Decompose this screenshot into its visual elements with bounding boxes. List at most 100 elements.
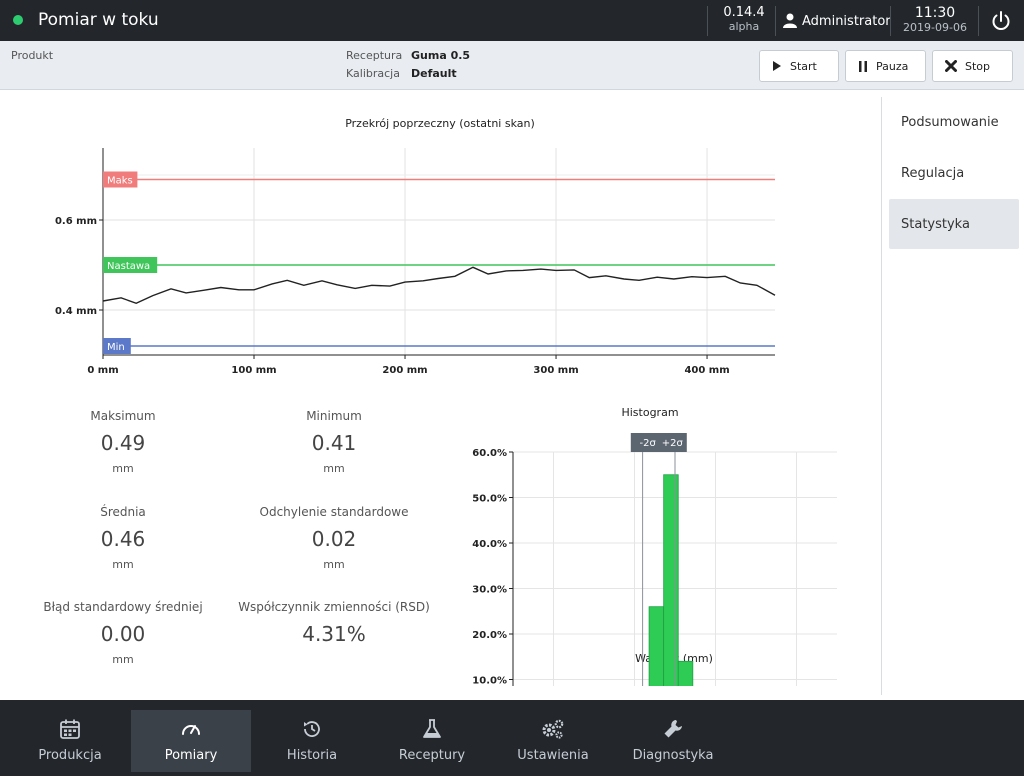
nav-diagnostics-label: Diagnostyka [632,748,714,763]
recipe-label: Receptura [346,49,403,62]
x-tick-label: 100 mm [231,365,276,376]
std-value: 0.02 [311,527,357,551]
divider [707,6,708,36]
recipe-value: Guma 0.5 [411,49,471,62]
divider [775,6,776,36]
top-bar: Pomiar w toku 0.14.4 alpha Administrator… [0,0,1024,41]
nav-diagnostics[interactable]: Diagnostyka [613,710,733,772]
power-icon[interactable] [990,10,1012,32]
history-icon [304,721,320,737]
max-label: Maksimum [90,409,156,423]
nav-history-label: Historia [286,748,338,763]
user-name: Administrator [802,14,891,29]
start-label: Start [790,59,817,73]
mean-label: Średnia [100,505,146,519]
x-tick-label: 0 mm [87,365,118,376]
y-tick-label: 50.0% [472,494,507,505]
x-tick-label: 400 mm [684,365,729,376]
histogram-title: Histogram [621,406,678,419]
nav-recipes-label: Receptury [398,748,466,763]
chart-title: Przekrój poprzeczny (ostatni skan) [345,117,535,130]
reference-line-label: Min [107,342,125,353]
stop-label: Stop [965,59,991,73]
y-tick-label: 40.0% [472,539,507,550]
reference-line-tag [103,171,138,188]
version-channel: alpha [728,20,760,33]
x-tick-label: 200 mm [382,365,427,376]
bottom-nav: Produkcja Pomiary Historia Receptury Ust… [0,700,1024,776]
profile-series-line [102,266,776,305]
reference-line-tag [103,338,131,354]
rsd-value: 4.31% [302,622,366,646]
sidebar-item-regulation[interactable]: Regulacja [901,165,965,181]
play-icon [773,61,781,71]
calendar-icon [60,719,80,739]
rsd-label: Współczynnik zmienności (RSD) [238,600,430,614]
histogram-bar [648,606,665,686]
nav-settings-label: Ustawienia [517,748,589,763]
sigma-label: -2σ [639,438,656,449]
clock: 11:30 2019-09-06 [900,5,970,34]
clock-time: 11:30 [914,5,956,21]
status-indicator [13,15,23,25]
nav-production-label: Produkcja [38,748,102,763]
histogram-chart: Histogram Wartość (mm) -2σ+2σ0.20.40.60.… [472,406,837,687]
nav-history[interactable]: Historia [252,710,372,772]
max-value: 0.49 [100,431,146,455]
sem-label: Błąd standardowy średniej [43,600,203,614]
y-tick-label: 30.0% [472,585,507,596]
std-label: Odchylenie standardowe [259,505,409,519]
info-bar: Produkt Receptura Guma 0.5 Kalibracja De… [0,41,1024,90]
main-content: Przekrój poprzeczny (ostatni skan) 0 mm 1… [0,90,882,700]
user-menu[interactable]: Administrator [782,12,891,29]
product-label: Produkt [11,49,54,62]
sem-value: 0.00 [100,622,146,646]
calibration-value: Default [411,67,457,80]
page-title: Pomiar w toku [38,10,159,30]
y-tick-label: 10.0% [472,676,507,687]
y-tick-label: 60.0% [472,448,507,459]
sigma-label: +2σ [662,438,684,449]
pause-button[interactable]: Pauza [845,50,926,82]
mean-value: 0.46 [100,527,146,551]
stop-icon [945,60,957,72]
nav-measurements[interactable]: Pomiary [131,710,251,772]
x-tick-label: 300 mm [533,365,578,376]
flask-icon [423,719,441,738]
std-unit: mm [323,558,345,571]
profile-chart: Przekrój poprzeczny (ostatni skan) 0 mm 1… [55,117,776,376]
y-tick-label: 0.6 mm [55,216,97,227]
histogram-bar [663,474,679,686]
min-value: 0.41 [311,431,357,455]
max-unit: mm [112,462,134,475]
version-info: 0.14.4 alpha [716,5,772,33]
mean-unit: mm [112,558,134,571]
version-number: 0.14.4 [723,5,765,20]
min-label: Minimum [306,409,362,423]
sigma-tag [630,433,687,452]
nav-measurements-label: Pomiary [164,748,218,763]
sem-unit: mm [112,653,134,666]
divider [978,6,979,36]
y-tick-label: 0.4 mm [55,306,97,317]
divider [890,6,891,36]
clock-date: 2019-09-06 [903,21,967,34]
gears-icon [542,719,564,739]
start-button[interactable]: Start [759,50,839,82]
sidebar-divider [881,97,882,695]
sidebar-item-summary[interactable]: Podsumowanie [901,114,999,130]
y-tick-label: 20.0% [472,630,507,641]
min-unit: mm [323,462,345,475]
stop-button[interactable]: Stop [932,50,1013,82]
user-icon [783,13,797,28]
reference-line-tag [103,257,158,273]
nav-production[interactable]: Produkcja [10,710,130,772]
nav-recipes[interactable]: Receptury [372,710,492,772]
gauge-icon [182,725,200,735]
histogram-bar [677,660,694,686]
pause-icon [859,60,867,72]
wrench-icon [664,720,682,738]
reference-line-label: Nastawa [107,261,150,272]
sidebar-item-statistics[interactable]: Statystyka [889,199,1019,249]
nav-settings[interactable]: Ustawienia [493,710,613,772]
